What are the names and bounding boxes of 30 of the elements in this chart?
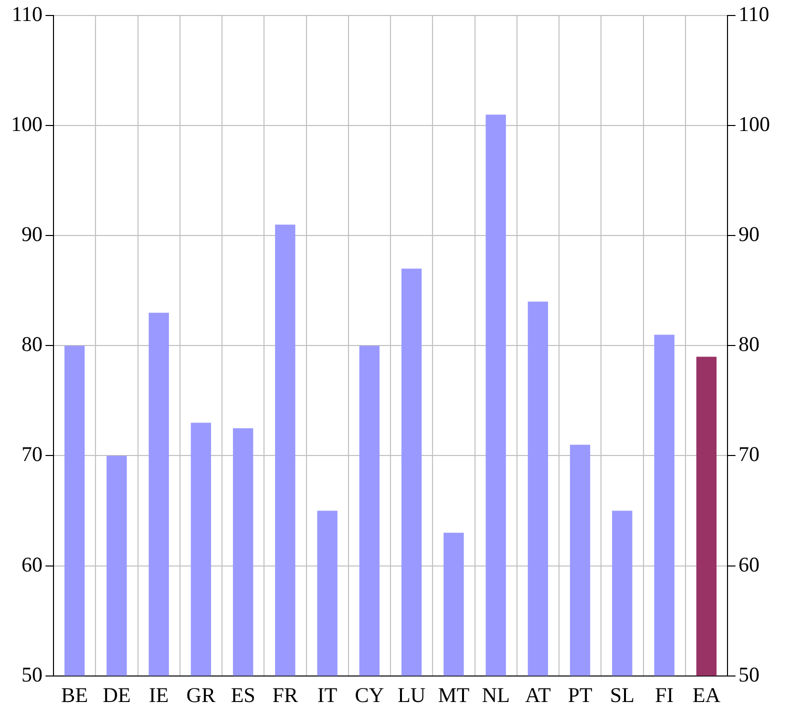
x-tick-label: BE [61, 682, 88, 707]
x-tick-label: ES [230, 682, 256, 707]
x-tick-label: PT [568, 682, 592, 707]
y2-tick-label: 90 [738, 222, 760, 246]
x-tick-label: IE [148, 682, 169, 707]
y-tick-label: 60 [22, 552, 42, 576]
y-tick-label: 80 [22, 332, 42, 356]
x-tick-label: IT [317, 682, 338, 707]
x-tick-label: FR [272, 682, 298, 707]
y-tick-label: 70 [22, 442, 42, 466]
y-tick-label: 110 [12, 2, 42, 26]
y2-tick-label: 50 [738, 662, 760, 686]
y-tick-label: 50 [22, 662, 42, 686]
x-tick-label: NL [482, 682, 510, 707]
y2-tick-label: 80 [738, 332, 760, 356]
x-tick-label: MT [438, 682, 470, 707]
x-tick-label: SL [610, 682, 634, 707]
x-tick-label: DE [102, 682, 131, 707]
x-tick-label: AT [525, 682, 551, 707]
x-tick-label: LU [398, 682, 426, 707]
x-tick-label: EA [692, 682, 722, 707]
x-tick-label: FI [654, 682, 674, 707]
y2-tick-label: 110 [738, 2, 770, 26]
x-tick-label: GR [186, 682, 216, 707]
y-tick-label: 100 [11, 112, 42, 136]
y2-tick-label: 100 [738, 112, 770, 136]
x-tick-label: CY [354, 682, 384, 707]
y-tick-label: 90 [22, 222, 42, 246]
y2-tick-label: 60 [738, 552, 760, 576]
y2-tick-label: 70 [738, 442, 760, 466]
